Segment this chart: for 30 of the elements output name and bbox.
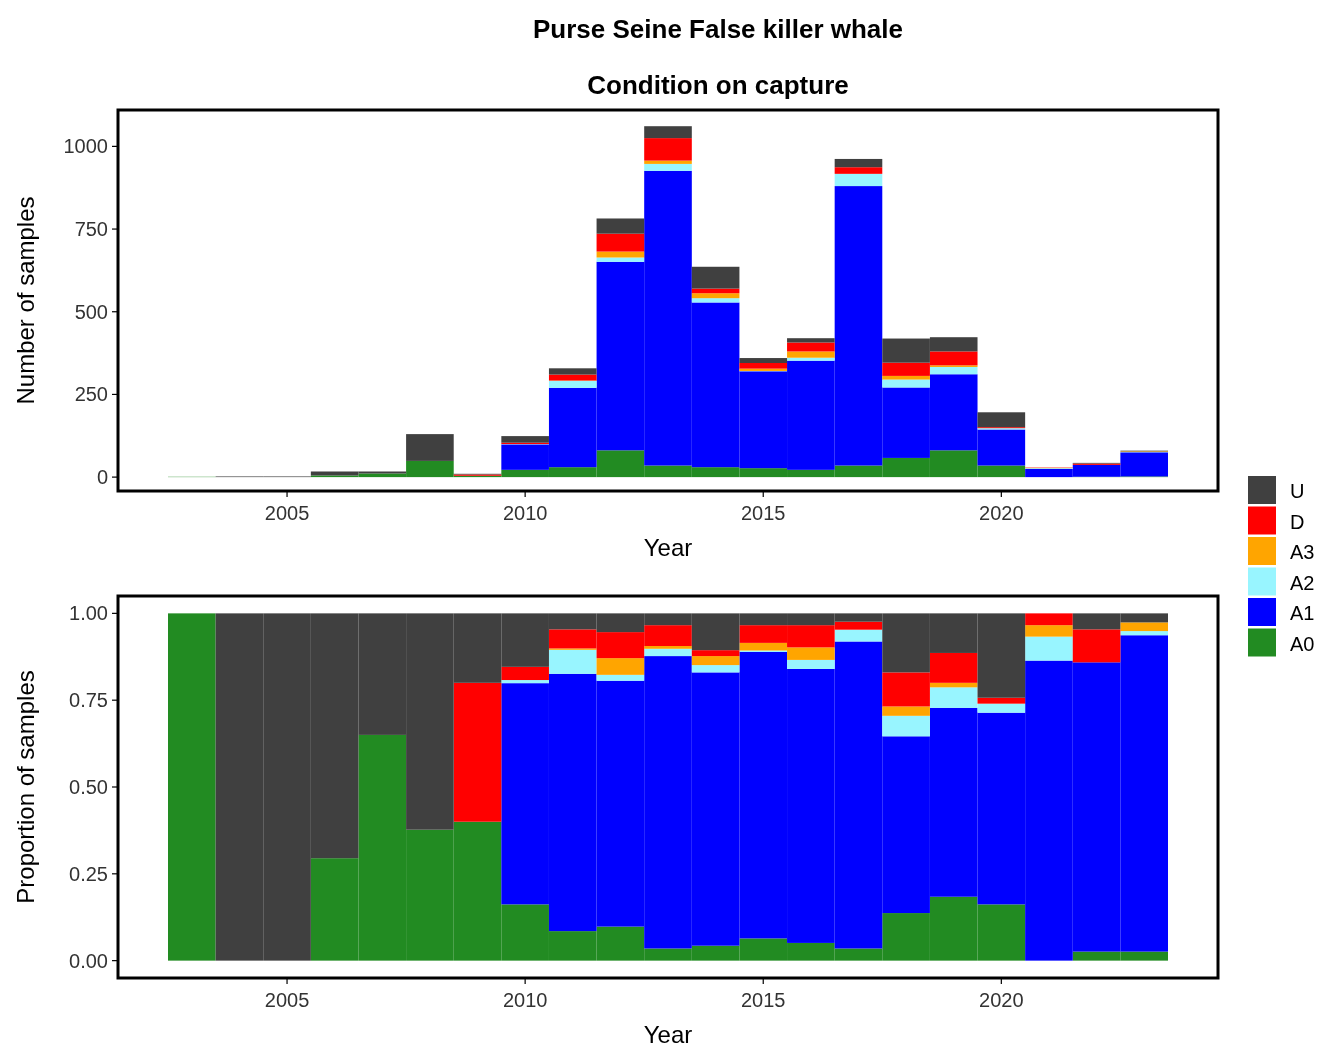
x-tick-label: 2005	[264, 989, 310, 1011]
y-tick-label: 0.50	[69, 776, 108, 798]
x-axis-title: Year	[643, 534, 693, 561]
legend-label: D	[1290, 510, 1305, 533]
y-tick-label: 750	[74, 218, 108, 241]
legend-label: A2	[1290, 571, 1315, 594]
y-tick-label: 0	[96, 466, 108, 489]
x-tick-label: 2015	[740, 502, 786, 524]
x-tick-label: 2005	[264, 502, 310, 524]
legend-label: A0	[1290, 632, 1315, 655]
y-tick-label: 1000	[63, 135, 108, 158]
y-tick-label: 500	[74, 300, 108, 323]
chart-title: Purse Seine False killer whale	[533, 14, 903, 44]
x-tick-label: 2015	[740, 989, 786, 1011]
y-tick-label: 0.75	[69, 689, 108, 712]
x-tick-label: 2010	[502, 989, 548, 1011]
chart-subtitle: Condition on capture	[587, 70, 849, 100]
legend-label: U	[1290, 480, 1305, 502]
y-tick-label: 1.00	[69, 602, 108, 625]
y-tick-label: 0.25	[69, 862, 108, 885]
x-tick-label: 2020	[979, 502, 1024, 524]
legend-label: A1	[1290, 602, 1315, 624]
y-axis-title: Proportion of samples	[12, 670, 39, 904]
y-axis-title: Number of samples	[12, 196, 39, 405]
x-tick-label: 2020	[979, 989, 1024, 1011]
y-tick-label: 0.00	[69, 949, 108, 972]
y-tick-label: 250	[74, 383, 108, 406]
legend-label: A3	[1290, 541, 1315, 563]
x-tick-label: 2010	[502, 502, 548, 524]
x-axis-title: Year	[643, 1021, 693, 1048]
